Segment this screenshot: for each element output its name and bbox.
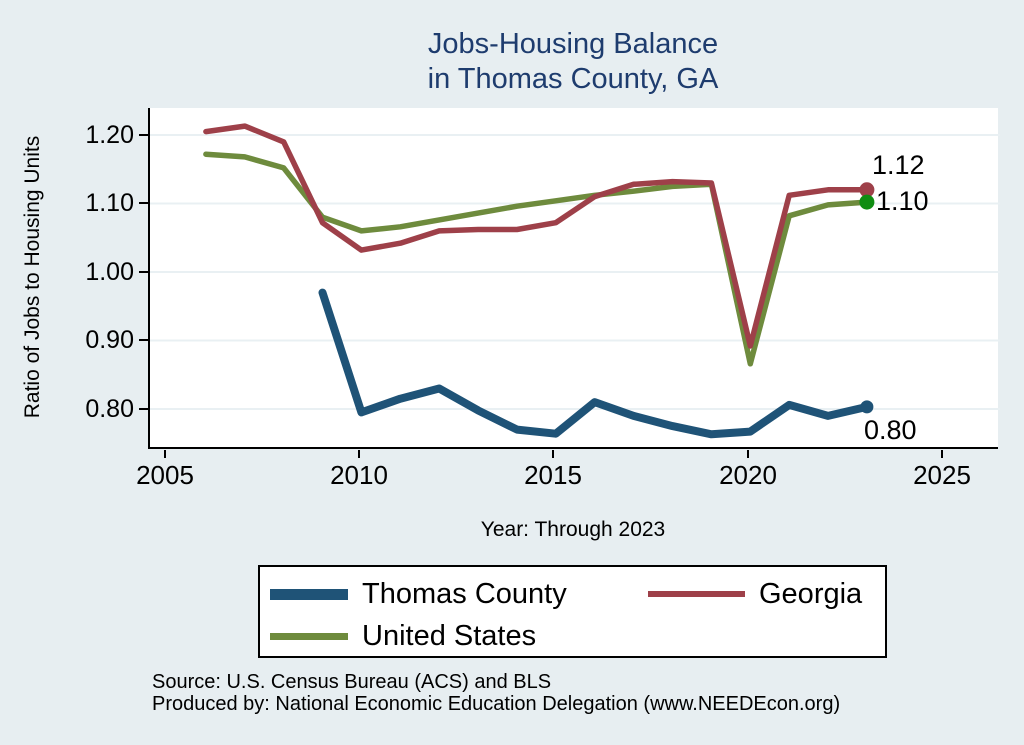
y-tick-mark [139,408,148,410]
series-endpoint-united-states [859,194,875,210]
legend-swatch-georgia [648,591,745,597]
x-tick-mark [747,450,749,458]
x-tick-mark [358,450,360,458]
legend-swatch-united-states [270,632,348,640]
legend-swatch-thomas-county [270,588,348,600]
x-tick-label: 2010 [330,460,388,490]
legend-box: Thomas County Georgia United States [258,565,887,658]
y-axis-title: Ratio of Jobs to Housing Units [21,135,44,419]
chart-canvas [150,123,1000,439]
legend-item-thomas-county: Thomas County [270,576,567,612]
series-line-thomas-county [318,288,871,439]
y-tick-label: 0.80 [85,395,134,423]
y-tick-label: 1.00 [85,258,134,286]
legend-label-thomas-county: Thomas County [362,577,567,610]
y-tick-label: 1.10 [85,189,134,217]
x-tick-mark [941,450,943,458]
x-axis-title: Year: Through 2023 [480,518,666,541]
series-endpoint-thomas-county [860,400,874,414]
y-tick-mark [139,134,148,136]
legend-label-united-states: United States [362,619,537,652]
y-tick-label: 0.90 [85,326,134,354]
end-value-label-thomas-county: 0.80 [864,415,917,445]
x-tick-label: 2025 [913,460,971,490]
legend-label-georgia: Georgia [759,577,863,610]
produced-by-note: Produced by: National Economic Education… [152,693,841,715]
end-value-label-united-states: 1.10 [876,186,929,216]
legend-item-georgia: Georgia [648,576,862,612]
x-tick-mark [164,450,166,458]
y-tick-label: 1.20 [85,121,134,149]
x-tick-label: 2015 [524,460,582,490]
chart-title: Jobs-Housing Balance in Thomas County, G… [148,27,998,97]
source-note: Source: U.S. Census Bureau (ACS) and BLS [152,671,552,693]
chart-plot-area [148,108,1000,449]
series-endpoint-georgia [859,182,875,198]
chart-title-line1: Jobs-Housing Balance [427,28,719,60]
legend-item-united-states: United States [270,618,536,654]
end-value-label-georgia: 1.12 [872,150,925,180]
y-tick-mark [139,271,148,273]
chart-title-line2: in Thomas County, GA [427,63,719,95]
y-tick-mark [139,339,148,341]
y-tick-mark [139,202,148,204]
series-line-georgia [203,123,870,349]
x-tick-label: 2005 [136,460,194,490]
x-tick-mark [552,450,554,458]
x-tick-label: 2020 [719,460,777,490]
